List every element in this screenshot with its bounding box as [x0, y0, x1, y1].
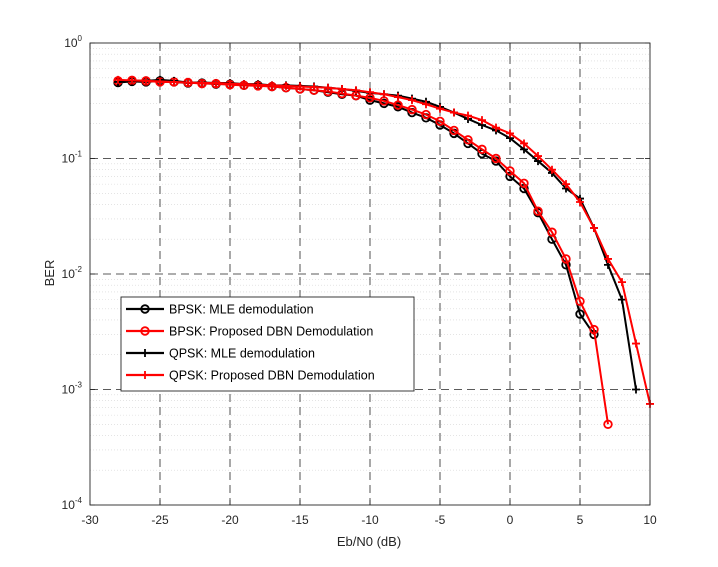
- legend: BPSK: MLE demodulation BPSK: Proposed DBN…: [120, 296, 415, 392]
- data-point: [548, 165, 556, 174]
- data-point: [394, 93, 402, 102]
- data-point: [505, 171, 515, 182]
- data-point: [141, 371, 149, 379]
- x-tick-label: -25: [151, 513, 169, 527]
- x-tick-label: 10: [643, 513, 657, 527]
- data-point: [422, 100, 430, 109]
- data-point: [590, 224, 598, 233]
- data-point: [140, 326, 150, 336]
- legend-entry: QPSK: Proposed DBN Demodulation: [126, 369, 375, 383]
- data-point: [212, 79, 220, 88]
- data-point: [463, 135, 473, 145]
- data-point: [604, 254, 612, 263]
- x-tick-label: -30: [81, 513, 99, 527]
- data-point: [436, 104, 444, 113]
- data-point: [296, 82, 304, 91]
- data-point: [141, 349, 149, 357]
- data-point: [393, 100, 403, 110]
- data-point: [506, 129, 514, 138]
- data-point: [226, 79, 234, 88]
- data-point: [240, 80, 248, 89]
- data-point: [408, 96, 416, 105]
- data-point: [366, 88, 374, 97]
- x-tick-label: -5: [435, 513, 446, 527]
- data-point: [156, 77, 164, 86]
- data-point: [198, 79, 206, 88]
- data-point: [632, 339, 640, 348]
- data-point: [547, 227, 557, 237]
- x-tick-label: -20: [221, 513, 239, 527]
- data-point: [324, 83, 332, 92]
- data-point: [576, 198, 584, 207]
- data-point: [589, 324, 599, 335]
- data-point: [338, 84, 346, 93]
- axes-frame: [89, 42, 651, 506]
- data-point: [464, 111, 472, 120]
- legend-box: [120, 296, 415, 392]
- data-point: [562, 180, 570, 189]
- data-point: [310, 83, 318, 92]
- legend-label: BPSK: MLE demodulation: [169, 303, 314, 317]
- x-tick-label: -10: [361, 513, 379, 527]
- data-point: [618, 278, 626, 287]
- legend-entry: BPSK: MLE demodulation: [126, 303, 314, 317]
- data-point: [435, 116, 445, 126]
- data-point: [618, 295, 626, 304]
- data-point: [142, 76, 150, 85]
- data-point: [533, 206, 543, 216]
- y-tick-label: 10-2: [62, 265, 83, 281]
- data-point: [520, 139, 528, 148]
- legend-label: QPSK: Proposed DBN Demodulation: [169, 369, 375, 383]
- y-tick-label: 10-4: [62, 496, 83, 512]
- legend-label: BPSK: Proposed DBN Demodulation: [169, 325, 373, 339]
- y-tick-label: 10-3: [62, 381, 83, 397]
- x-axis-ticks: -30 -25 -20 -15 -10 -5 0 5 10: [81, 513, 657, 527]
- legend-entry: QPSK: MLE demodulation: [126, 347, 315, 361]
- legend-label: QPSK: MLE demodulation: [169, 347, 315, 361]
- data-point: [534, 152, 542, 161]
- data-point: [519, 178, 529, 188]
- legend-entry: BPSK: Proposed DBN Demodulation: [126, 325, 373, 339]
- y-axis-label: BER: [42, 260, 57, 287]
- data-point: [561, 254, 571, 264]
- data-point: [184, 78, 192, 87]
- data-point: [140, 304, 150, 314]
- data-point: [575, 309, 585, 319]
- data-point: [450, 108, 458, 117]
- y-axis-ticks: 100 10-1 10-2 10-3 10-4: [62, 34, 83, 512]
- data-point: [352, 86, 360, 95]
- data-point: [254, 80, 262, 89]
- data-point: [478, 116, 486, 125]
- data-point: [380, 90, 388, 99]
- data-point: [632, 385, 640, 394]
- y-tick-label: 10-1: [62, 150, 83, 166]
- data-point: [282, 81, 290, 90]
- data-point: [114, 75, 122, 84]
- data-point: [128, 76, 136, 85]
- data-point: [421, 109, 431, 120]
- x-tick-label: -15: [291, 513, 309, 527]
- y-tick-label: 100: [64, 34, 82, 50]
- data-point: [575, 296, 585, 307]
- data-point: [268, 81, 276, 90]
- data-point: [492, 123, 500, 132]
- x-tick-label: 5: [577, 513, 584, 527]
- data-point: [449, 125, 459, 136]
- data-point: [407, 104, 417, 115]
- data-point: [491, 153, 501, 164]
- x-tick-label: 0: [507, 513, 514, 527]
- data-point: [477, 144, 487, 155]
- x-axis-label: Eb/N0 (dB): [337, 534, 401, 549]
- data-point: [505, 166, 515, 176]
- data-point: [170, 77, 178, 86]
- data-point: [603, 419, 613, 429]
